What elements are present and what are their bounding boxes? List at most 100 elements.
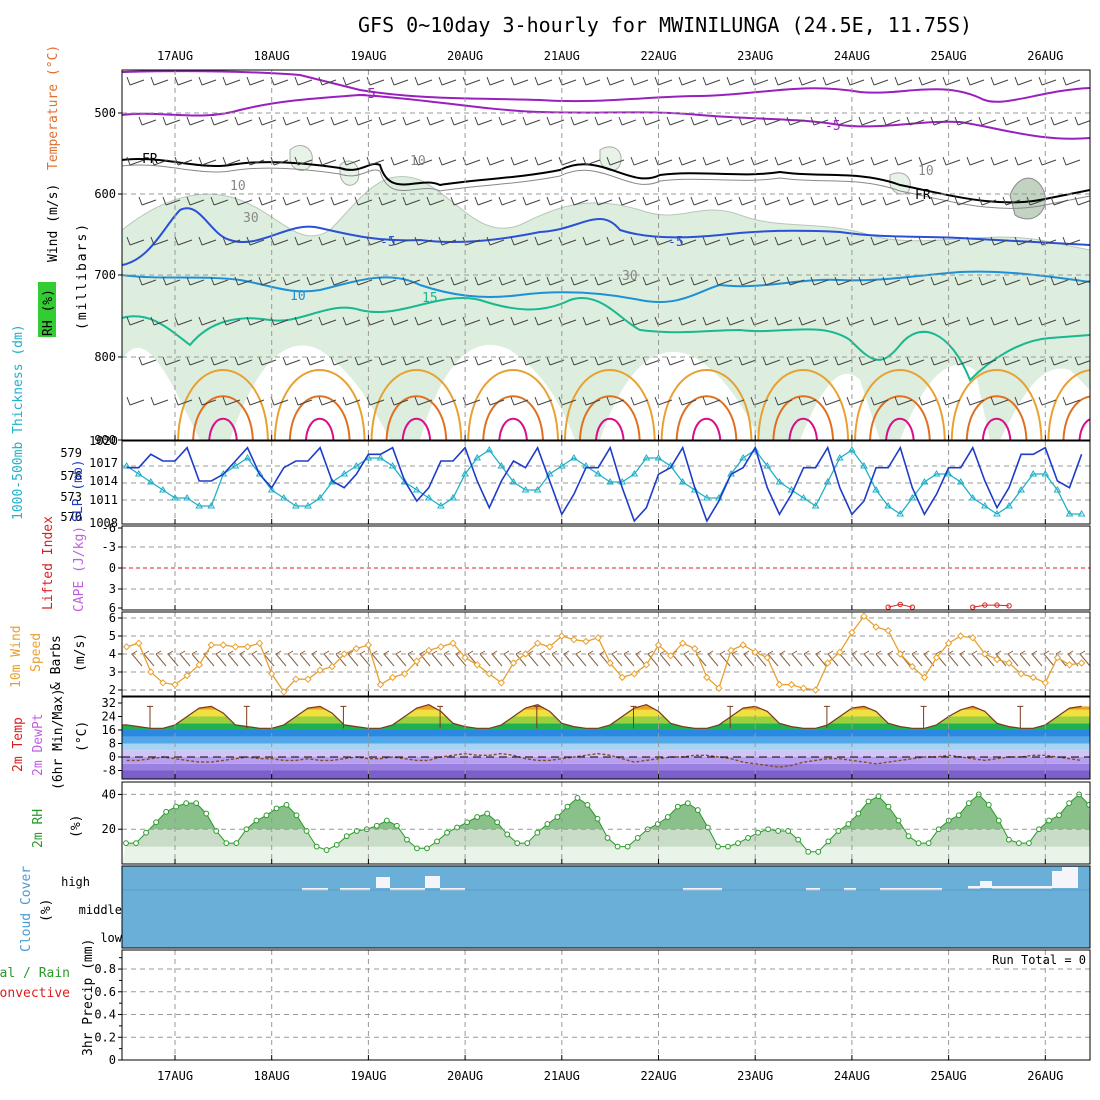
wind-barb [714, 116, 733, 126]
wind-barb [702, 236, 721, 246]
wind-barb [762, 116, 781, 126]
rh2m-point [434, 838, 440, 845]
wind-barb [678, 236, 697, 246]
wind-barb [282, 276, 301, 286]
wind10-point [642, 661, 651, 669]
wind10-point [715, 684, 723, 692]
thickness-point [896, 510, 905, 517]
wind-barb [954, 116, 973, 126]
temp-band [122, 743, 1090, 751]
rh2m-point [373, 822, 380, 829]
wind10-point [727, 646, 735, 655]
wind10-barb [395, 650, 407, 667]
rh2m-point [353, 828, 360, 834]
rh2m-point [263, 812, 270, 819]
rh2m-point [855, 810, 862, 817]
wind-barb [870, 156, 889, 166]
rh2m-point [845, 821, 852, 827]
temp2m-series [122, 704, 1082, 768]
rh2m-point [123, 840, 129, 847]
wind-barb [426, 196, 445, 206]
cloud-high-fragment [425, 876, 440, 888]
temp-arch-contour [273, 369, 366, 440]
wind-barb [522, 356, 541, 366]
wind10-point [267, 670, 276, 678]
wind10-barb [1019, 650, 1031, 667]
wind10-series [122, 612, 1086, 696]
precip-grid [122, 950, 1090, 1060]
dewpoint-line [126, 752, 1082, 768]
temp-minmax-bar [243, 705, 250, 729]
wind-barb [846, 76, 865, 86]
y-tick-label: 16 [102, 723, 116, 737]
wind-barb [714, 356, 733, 366]
y-tick-label: 900 [94, 433, 116, 447]
thickness-point [763, 462, 772, 469]
wind10-point [147, 668, 155, 676]
wind10-point [944, 639, 953, 647]
wind-barb [486, 316, 505, 326]
rh2m-point [444, 829, 450, 836]
wind10-point [558, 632, 566, 640]
rh2m-point [1026, 840, 1032, 847]
y-tick-label: 2 [109, 683, 116, 697]
wind-barb [606, 236, 625, 246]
wind-barb [822, 76, 841, 86]
ylabel-temp-unit: (°C) [75, 721, 90, 752]
wind-barb [486, 156, 505, 166]
temp-minmax-bar [147, 705, 153, 729]
y-tick-label: 6 [109, 601, 116, 615]
chart-title: GFS 0~10day 3-hourly for MWINILUNGA (24.… [358, 13, 972, 37]
wind-barb [954, 276, 973, 286]
rh-label-10: 10 [230, 179, 246, 194]
wind10-point [364, 641, 373, 649]
wind-barb [762, 276, 781, 286]
wind-barb [834, 276, 853, 286]
y-tick-label: -8 [102, 764, 116, 778]
rh2m-point [454, 824, 460, 831]
rh2m-point [393, 822, 400, 829]
y-tick-label: 3 [109, 582, 116, 596]
wind10-point [1017, 670, 1025, 678]
wind-barb [282, 356, 301, 366]
wind-barb [402, 116, 421, 126]
y-tick-label: 600 [94, 187, 116, 201]
wind-barb [186, 276, 205, 286]
temp-arch-contour [467, 369, 559, 440]
wind-barb [786, 356, 805, 366]
wind10-barb [719, 650, 731, 667]
thickness-point [860, 462, 868, 469]
upper-grid [122, 70, 1090, 440]
wind-barb [570, 196, 589, 206]
temp-arch-contour [965, 395, 1028, 440]
top-date-label: 23AUG [737, 49, 773, 63]
thickness-point [461, 470, 469, 477]
cloud-high-fragment [1052, 871, 1062, 888]
wind10-barb [623, 650, 635, 667]
wind-barb [906, 356, 925, 366]
wind10-barb [479, 650, 491, 667]
thickness-point [1029, 470, 1038, 477]
temp-arch-contour [482, 395, 544, 440]
wind10-line [126, 615, 1082, 693]
thickness-point [267, 486, 276, 493]
wind10-barb [959, 650, 971, 667]
wind-barb [570, 276, 589, 286]
wind-barb [858, 116, 877, 126]
cloud-high-fragment [880, 888, 942, 891]
temp-contour-minus5-top [122, 70, 1090, 103]
wind-barb [642, 116, 661, 126]
wind-barb [978, 276, 997, 286]
wind10-point [207, 641, 215, 649]
wind10-point [376, 680, 385, 689]
wind-barb [210, 276, 229, 286]
cloud-high-fragment [844, 888, 856, 891]
slp-series [122, 445, 1086, 523]
wind-barb [222, 236, 241, 246]
temp-arch-contour [869, 395, 931, 440]
y-tick-label: 8 [109, 737, 116, 751]
wind-barb [918, 236, 937, 246]
thickness-point [594, 470, 602, 477]
rh2m-point [725, 843, 731, 850]
wind-barb [990, 236, 1009, 246]
